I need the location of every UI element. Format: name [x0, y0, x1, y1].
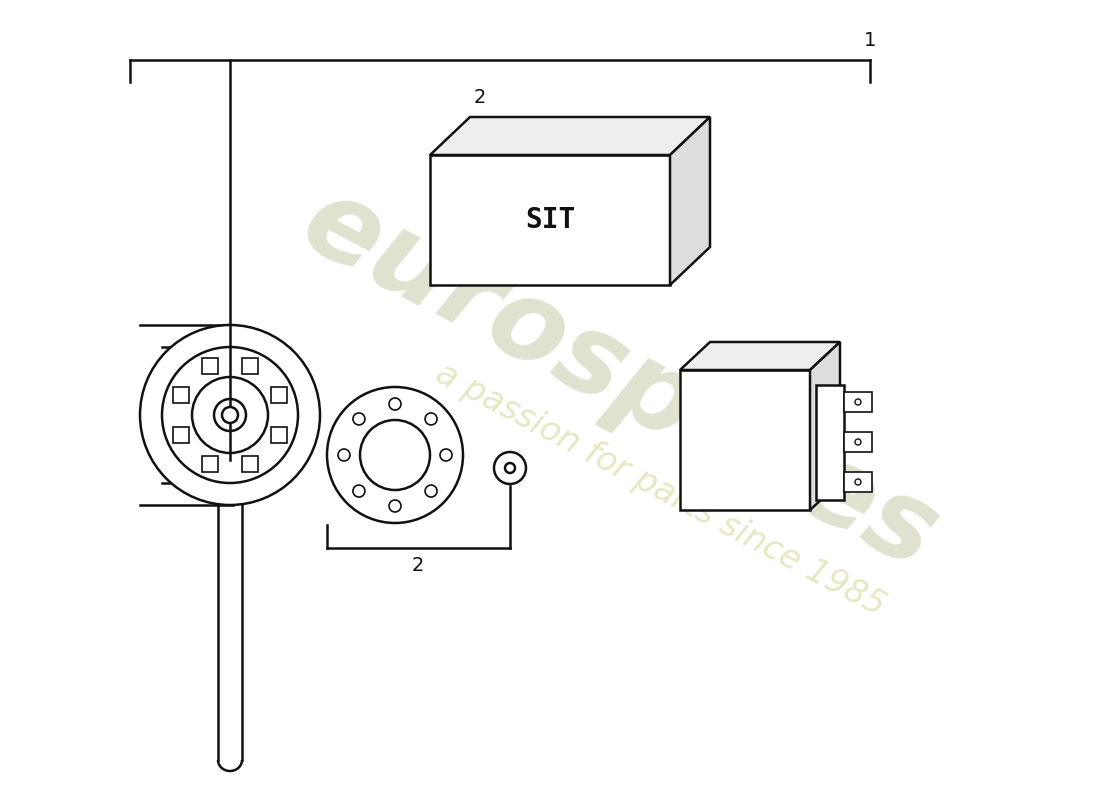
Circle shape — [360, 420, 430, 490]
Text: SIT: SIT — [525, 206, 575, 234]
Circle shape — [214, 399, 246, 431]
Polygon shape — [271, 386, 287, 402]
Polygon shape — [242, 456, 258, 472]
Polygon shape — [271, 427, 287, 443]
Text: 2: 2 — [411, 556, 425, 575]
Polygon shape — [844, 392, 872, 412]
Circle shape — [855, 439, 861, 445]
Circle shape — [222, 407, 238, 423]
Text: 2: 2 — [474, 88, 486, 107]
Polygon shape — [430, 155, 670, 285]
Polygon shape — [173, 386, 189, 402]
Polygon shape — [816, 385, 844, 500]
Circle shape — [353, 413, 365, 425]
Polygon shape — [680, 370, 810, 510]
Text: 1: 1 — [864, 31, 877, 50]
Circle shape — [505, 463, 515, 473]
Polygon shape — [242, 358, 258, 374]
Polygon shape — [670, 117, 710, 285]
Circle shape — [425, 485, 437, 497]
Circle shape — [353, 485, 365, 497]
Polygon shape — [201, 456, 218, 472]
Polygon shape — [680, 342, 840, 370]
Circle shape — [327, 387, 463, 523]
Circle shape — [494, 452, 526, 484]
Circle shape — [162, 347, 298, 483]
Circle shape — [389, 500, 402, 512]
Text: a passion for parts since 1985: a passion for parts since 1985 — [430, 357, 890, 623]
Text: eurospares: eurospares — [285, 168, 955, 592]
Polygon shape — [173, 427, 189, 443]
Polygon shape — [201, 358, 218, 374]
Circle shape — [440, 449, 452, 461]
Polygon shape — [844, 472, 872, 492]
Circle shape — [192, 377, 268, 453]
Circle shape — [855, 399, 861, 405]
Polygon shape — [430, 117, 710, 155]
Circle shape — [140, 325, 320, 505]
Circle shape — [389, 398, 402, 410]
Circle shape — [425, 413, 437, 425]
Circle shape — [855, 479, 861, 485]
Circle shape — [338, 449, 350, 461]
Polygon shape — [810, 342, 840, 510]
Polygon shape — [844, 432, 872, 452]
